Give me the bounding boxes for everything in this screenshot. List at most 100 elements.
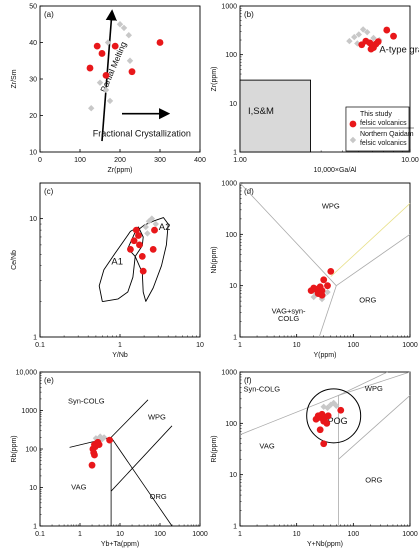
- qaidam-point: [144, 230, 151, 237]
- x-axis-title: Y/Nb: [112, 352, 128, 359]
- wpg-org-boundary: [110, 425, 173, 492]
- qaidam-point: [324, 288, 331, 296]
- study-point: [374, 38, 382, 46]
- y-tick-label: 1: [33, 524, 37, 531]
- x-tick-label: 10: [196, 342, 204, 349]
- panel-label: (b): [244, 10, 254, 19]
- x-tick-label: 1000: [402, 531, 418, 538]
- y-axis-title: Zr/Sm: [11, 69, 18, 88]
- y-axis-title: Ce/Nb: [11, 250, 18, 270]
- x-axis-title: Yb+Ta(ppm): [101, 541, 139, 548]
- qaidam-point: [359, 26, 367, 33]
- panel-label: (e): [44, 376, 54, 385]
- study-point: [130, 237, 138, 245]
- qaidam-point: [351, 33, 358, 41]
- y-tick-label: 1: [33, 335, 37, 342]
- wpg-org-boundary: [336, 233, 411, 287]
- vag-label: VAG: [71, 482, 86, 491]
- x-tick-label: 10.00: [401, 157, 419, 164]
- legend-study-label: felsic volcanics: [360, 120, 407, 127]
- qaidam-point: [148, 215, 156, 222]
- fractional-crystallization-label: Fractional Crystallization: [93, 129, 191, 139]
- study-point: [324, 282, 331, 290]
- plot-frame: [39, 371, 201, 527]
- y-tick-label: 1: [233, 150, 237, 157]
- x-tick-label: 1000: [402, 342, 418, 349]
- x-axis-title: Y+Nb(ppm): [307, 541, 343, 548]
- y-tick-label: 10: [229, 472, 237, 479]
- x-tick-label: 1: [238, 342, 242, 349]
- x-tick-label: 0: [38, 157, 42, 164]
- org-label: ORG: [365, 476, 382, 485]
- y-tick-label: 1: [233, 524, 237, 531]
- study-point: [323, 419, 331, 427]
- pog-label: POG: [328, 416, 348, 426]
- x-tick-label: 1.00: [233, 157, 247, 164]
- org-label: ORG: [150, 492, 167, 501]
- qaidam-point: [116, 21, 124, 28]
- x-tick-label: 0.1: [35, 342, 45, 349]
- panel-d: 1 10 100 1000 1 10 100 1000 Y(ppm) Nb(ppm) (d) WPG V…: [211, 181, 418, 360]
- y-tick-label: 100: [225, 421, 237, 428]
- x-tick-label: 100: [154, 531, 166, 538]
- x-tick-label: 1000: [192, 531, 208, 538]
- org-label: ORG: [359, 295, 376, 304]
- plot-frame: [239, 5, 411, 153]
- upper-pale-boundary: [330, 203, 411, 277]
- qaidam-point: [102, 86, 110, 94]
- syn-colg-label: Syn-COLG: [243, 384, 280, 393]
- legend-qaidam-marker: [349, 136, 357, 144]
- study-point: [383, 26, 391, 34]
- x-tick-label: 10: [293, 531, 301, 538]
- panel-b: 1.00 10.00 1 10 100 1000 10,000×Ga/Al Zr(ppm) (b…: [211, 4, 419, 175]
- qaidam-point: [120, 24, 128, 32]
- qaidam-point: [355, 31, 363, 38]
- wpg-org-boundary: [338, 395, 411, 460]
- isandm-field: [239, 79, 311, 153]
- x-tick-label: 0.1: [35, 531, 45, 538]
- study-point: [149, 245, 157, 253]
- legend-study-label: This study: [360, 111, 392, 118]
- y-tick-label: 1000: [21, 408, 37, 415]
- y-tick-label: 10: [229, 101, 237, 108]
- org-upper-boundary: [110, 437, 173, 527]
- wpg-label: WPG: [365, 384, 383, 393]
- study-point: [327, 267, 335, 275]
- study-point: [106, 436, 114, 444]
- legend-qaidam-label: Northern Qaidam: [360, 131, 414, 138]
- study-point: [127, 245, 134, 253]
- x-tick-label: 10: [116, 531, 124, 538]
- legend-box: [345, 106, 410, 152]
- panel-label: (a): [44, 10, 54, 19]
- y-tick-label: 1000: [221, 370, 237, 377]
- study-point: [138, 252, 146, 260]
- x-tick-label: 200: [114, 157, 126, 164]
- legend-study-marker: [349, 120, 357, 128]
- study-point: [136, 241, 143, 249]
- study-point: [156, 39, 164, 46]
- a-type-granite-label: A-type granite: [379, 45, 419, 56]
- syn-colg-label: Syn-COLG: [68, 397, 105, 406]
- study-point: [132, 226, 140, 234]
- qaidam-point: [370, 34, 377, 42]
- panel-f: 1 10 100 1000 1 10 100 1000 Y+Nb(ppm) Rb(ppm) (f) P…: [211, 370, 418, 549]
- qaidam-point: [106, 97, 114, 105]
- wpg-label: WPG: [148, 413, 166, 422]
- qaidam-point: [363, 28, 371, 36]
- panel-a: 0 100 200 300 4001020304050Zr(ppm)Zr/Sm(a)Pa…: [11, 4, 206, 175]
- study-point: [93, 42, 101, 50]
- x-tick-label: 300: [154, 157, 166, 164]
- study-point: [337, 406, 345, 414]
- y-tick-label: 1000: [221, 181, 237, 188]
- study-point: [95, 441, 103, 449]
- vag-label: COLG: [278, 314, 299, 323]
- y-axis-title: Rb(ppm): [11, 435, 18, 462]
- study-point: [88, 461, 96, 469]
- y-axis-title: Zr(ppm): [211, 67, 218, 92]
- x-tick-label: 100: [347, 342, 359, 349]
- qaidam-point: [333, 402, 340, 409]
- y-tick-label: 10: [229, 283, 237, 290]
- y-tick-label: 10: [29, 216, 37, 223]
